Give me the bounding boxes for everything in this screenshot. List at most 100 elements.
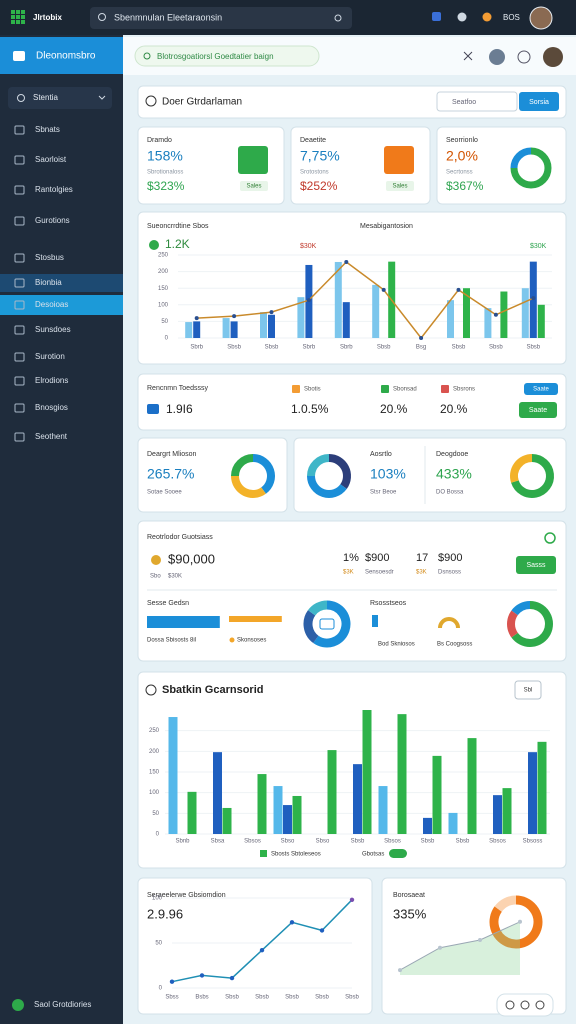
user-name: BOS bbox=[503, 13, 520, 22]
nav-item[interactable]: Surotion bbox=[35, 352, 65, 361]
avatar[interactable] bbox=[529, 6, 553, 30]
select[interactable] bbox=[8, 87, 112, 109]
nav-icon bbox=[14, 325, 25, 335]
icon-box[interactable] bbox=[432, 12, 441, 21]
kpi-title: Dramdo bbox=[147, 137, 172, 144]
bar bbox=[353, 764, 362, 834]
kpi-sub: Secrtonss bbox=[446, 170, 473, 176]
x-tick-label: Sbsb bbox=[456, 839, 470, 845]
nav-item[interactable]: Bnosgios bbox=[35, 403, 68, 412]
x-tick-label: Bsg bbox=[416, 345, 426, 351]
bar bbox=[447, 300, 454, 338]
x-tick-label: Sbsos bbox=[489, 839, 506, 845]
trend-line bbox=[196, 260, 534, 340]
x-tick-label: Sbsb bbox=[351, 839, 365, 845]
stat-title: Deargrt Mlioson bbox=[147, 451, 197, 458]
donut-segment bbox=[252, 454, 275, 494]
toolbar-icon[interactable] bbox=[520, 1000, 530, 1010]
kpi-amount: $252% bbox=[300, 179, 338, 193]
y-tick-label: 0 bbox=[165, 336, 169, 342]
x-tick-label: Sbso bbox=[281, 839, 295, 845]
donut-segment bbox=[510, 147, 552, 189]
nav-item[interactable]: Rantolgies bbox=[35, 185, 73, 194]
y-tick-label: 100 bbox=[152, 896, 163, 902]
icon-bell[interactable] bbox=[482, 12, 492, 22]
x-tick-label: Sbsa bbox=[211, 839, 225, 845]
nav-item[interactable]: Gurotions bbox=[35, 216, 70, 225]
chart-value: 1.2K bbox=[165, 237, 190, 251]
line-point bbox=[232, 314, 237, 319]
bar bbox=[327, 750, 337, 834]
legend-swatch bbox=[381, 385, 389, 393]
x-tick-label: Sbsb bbox=[285, 995, 299, 1001]
card bbox=[293, 437, 567, 513]
bar bbox=[500, 291, 508, 338]
mic-icon[interactable] bbox=[334, 14, 342, 22]
donut-segment bbox=[307, 600, 328, 616]
x-tick-label: Sbso bbox=[316, 839, 330, 845]
logo-cell bbox=[21, 15, 25, 19]
settings-icon[interactable] bbox=[517, 50, 531, 64]
card-title: Reotrlodor Guotsiass bbox=[147, 534, 213, 541]
avatar-small[interactable] bbox=[489, 49, 505, 65]
bar bbox=[537, 741, 547, 834]
select[interactable] bbox=[514, 680, 542, 700]
nav-item[interactable]: Elrodions bbox=[35, 376, 68, 385]
button-label: Sorsia bbox=[529, 99, 549, 106]
x-tick-label: Sbsb bbox=[526, 345, 540, 351]
nav-icon bbox=[14, 278, 25, 288]
action-button[interactable] bbox=[519, 402, 557, 418]
metric-value: $900 bbox=[438, 552, 462, 564]
bar bbox=[372, 284, 380, 338]
nav-item[interactable]: Desoioas bbox=[35, 300, 68, 309]
nav-item[interactable]: Saorloist bbox=[35, 155, 67, 164]
nav-item[interactable]: Sunsdoes bbox=[35, 325, 71, 334]
donut-segment bbox=[511, 601, 531, 616]
legend-label: Dossa Sbisosts 8il bbox=[147, 638, 196, 644]
card bbox=[137, 877, 373, 1015]
bar bbox=[397, 714, 407, 834]
toggle[interactable] bbox=[389, 849, 407, 858]
search-button[interactable] bbox=[519, 92, 559, 111]
line-point bbox=[269, 310, 274, 315]
sidebar-title: Dleonomsbro bbox=[36, 51, 96, 62]
line-point bbox=[229, 975, 235, 981]
donut-segment bbox=[511, 454, 554, 498]
coin-icon bbox=[151, 555, 161, 565]
bar bbox=[273, 786, 283, 834]
donut-segment bbox=[231, 454, 254, 477]
top-button[interactable] bbox=[524, 383, 558, 395]
value-icon bbox=[149, 240, 159, 250]
avatar-small[interactable] bbox=[543, 47, 563, 67]
metric-label: Sensoesdr bbox=[365, 570, 394, 576]
search-input[interactable] bbox=[436, 91, 518, 112]
action-button[interactable] bbox=[516, 556, 556, 574]
revenue-value: $90,000 bbox=[168, 551, 215, 566]
nav-icon bbox=[14, 253, 25, 263]
line-point bbox=[438, 945, 442, 950]
donut-segment bbox=[510, 147, 532, 169]
y-tick-label: 200 bbox=[158, 269, 169, 275]
card bbox=[137, 671, 567, 869]
kpi-icon bbox=[384, 146, 414, 174]
nav-item[interactable]: Seothent bbox=[35, 432, 68, 441]
sidebar bbox=[0, 35, 123, 1024]
donut-segment bbox=[307, 454, 330, 477]
breadcrumb-icon bbox=[143, 52, 151, 60]
toolbar-icon[interactable] bbox=[505, 1000, 515, 1010]
logo-cell bbox=[16, 10, 20, 14]
nav-item[interactable]: Sbnats bbox=[35, 125, 60, 134]
bar bbox=[168, 717, 178, 834]
toolbar-icon[interactable] bbox=[535, 1000, 545, 1010]
metric-value: $900 bbox=[365, 552, 389, 564]
icon-gear[interactable] bbox=[457, 12, 467, 22]
nav-item[interactable]: Bionbia bbox=[35, 278, 62, 287]
search-box[interactable] bbox=[90, 7, 352, 29]
bar bbox=[537, 304, 545, 338]
y-tick-label: 100 bbox=[149, 790, 160, 796]
metric-note: $3K bbox=[416, 570, 427, 576]
close-icon[interactable] bbox=[463, 51, 473, 61]
card bbox=[381, 877, 567, 1015]
legend-label: Sbosts Sbtoleseos bbox=[271, 852, 321, 858]
nav-item[interactable]: Stosbus bbox=[35, 253, 64, 262]
